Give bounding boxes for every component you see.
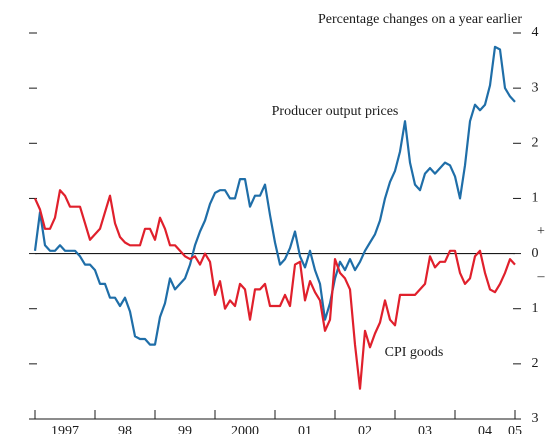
y-tick-label: 1 bbox=[532, 191, 539, 206]
y-tick-label: 0 bbox=[532, 246, 539, 261]
series-line bbox=[33, 45, 516, 346]
y-tick-label: 2 bbox=[532, 136, 539, 151]
y-tick-label: 3 bbox=[532, 411, 539, 426]
y-tick-label: 2 bbox=[532, 356, 539, 371]
x-tick-label: 04 bbox=[478, 424, 492, 434]
x-tick-label: 2000 bbox=[231, 424, 259, 434]
x-tick-label: 98 bbox=[118, 424, 132, 434]
x-tick-label: 05 bbox=[508, 424, 522, 434]
chart-subtitle: Percentage changes on a year earlier bbox=[318, 12, 522, 27]
series-annotation: Producer output prices bbox=[272, 104, 399, 119]
x-tick-label: 01 bbox=[298, 424, 312, 434]
y-tick-label: 4 bbox=[532, 25, 539, 40]
x-tick-label: 1997 bbox=[51, 424, 79, 434]
y-tick-label: 3 bbox=[532, 80, 539, 95]
sign-positive: + bbox=[537, 224, 545, 239]
x-tick-label: 03 bbox=[418, 424, 432, 434]
x-tick-label: 99 bbox=[178, 424, 192, 434]
x-tick-label: 02 bbox=[358, 424, 372, 434]
y-tick-label: 1 bbox=[532, 301, 539, 316]
sign-negative: – bbox=[537, 269, 546, 284]
series-annotation: CPI goods bbox=[385, 345, 444, 360]
series-line bbox=[33, 189, 516, 390]
